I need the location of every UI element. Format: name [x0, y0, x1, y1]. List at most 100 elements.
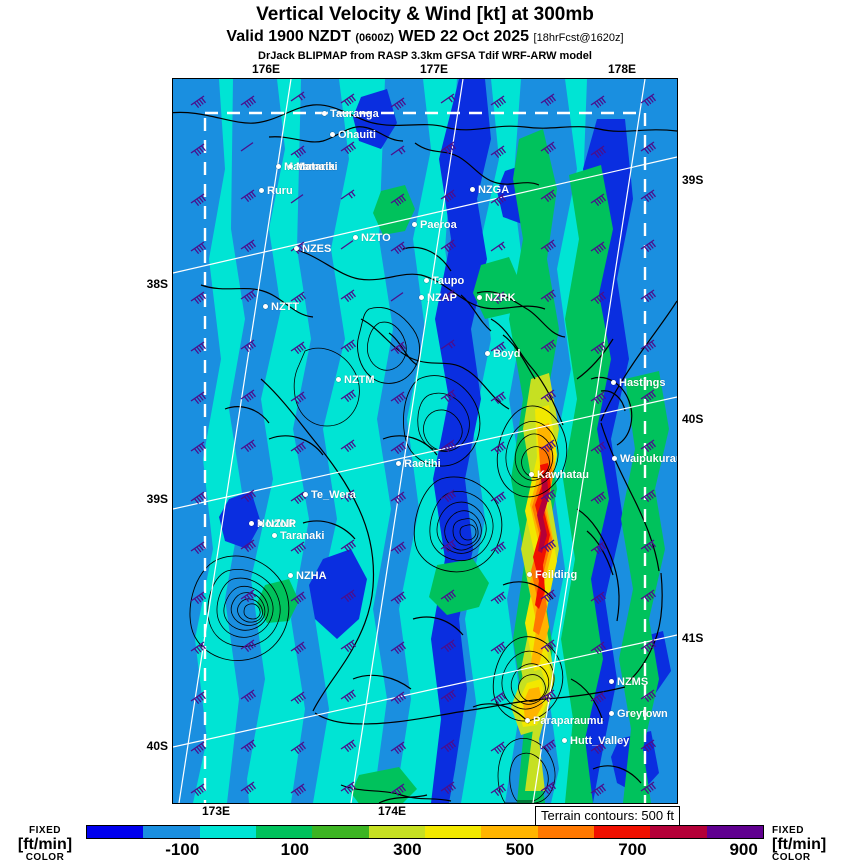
colorbar-gradient[interactable] [86, 825, 764, 839]
colorbar-tick--100: -100 [165, 840, 200, 859]
colorbar-segment-9 [593, 826, 651, 838]
map-city-marker: Ohauiti [330, 126, 376, 144]
vertical-velocity-field [173, 79, 677, 803]
map-city-marker: NZRK [477, 289, 516, 307]
city-dot-icon [288, 164, 293, 170]
graticule-layer [173, 79, 677, 803]
domain-boundary-box [203, 111, 647, 803]
city-label: NZAP [427, 291, 457, 304]
city-dot-icon [336, 377, 341, 383]
page-title: Vertical Velocity & Wind [kt] at 300mb [256, 4, 594, 25]
city-label-layer: Tauranga Ohauiti Matamata Matariki Ruru NZGA P… [173, 79, 677, 803]
city-dot-icon [294, 246, 299, 252]
city-dot-icon [424, 278, 429, 284]
coastline-layer [173, 104, 677, 803]
city-label: NZTO [361, 231, 391, 244]
colorbar-section: FIXED [ft/min] COLOR -100 100 300 500 700 900… [0, 814, 850, 863]
city-label: Boyd [493, 347, 521, 360]
city-dot-icon [322, 111, 327, 117]
axis-tick-label: 178E [607, 62, 637, 76]
city-label: NZES [302, 242, 332, 255]
city-dot-icon [288, 573, 293, 579]
weather-map[interactable]: Tauranga Ohauiti Matamata Matariki Ruru NZGA P… [172, 78, 678, 804]
map-city-marker: Greytown [609, 705, 668, 723]
city-label: Norfolk [257, 517, 296, 530]
map-city-marker: NZTM [336, 371, 375, 389]
colorbar-segment-2 [199, 826, 256, 838]
colorbar-tick-500: 500 [505, 840, 535, 859]
axis-tick-label: 40S [682, 412, 704, 426]
city-dot-icon [412, 222, 417, 228]
city-dot-icon [303, 492, 308, 498]
map-city-marker: Paeroa [412, 216, 457, 234]
map-city-marker: NZES [294, 240, 331, 258]
city-dot-icon [562, 738, 567, 744]
city-label: Taranaki [280, 529, 325, 542]
model-source-line: DrJack BLIPMAP from RASP 3.3km GFSA Tdif… [258, 50, 592, 62]
city-dot-icon [276, 164, 281, 170]
map-city-marker: Boyd [485, 345, 521, 363]
axis-tick-label: 41S [682, 631, 704, 645]
map-city-marker: NZAP [419, 289, 457, 307]
map-city-marker: NZHA [288, 567, 327, 585]
city-dot-icon [259, 188, 264, 194]
city-dot-icon [525, 718, 530, 724]
chart-header: Vertical Velocity & Wind [kt] at 300mb V… [0, 0, 850, 63]
axis-tick-label: 174E [377, 804, 407, 818]
axis-tick-label: 38S [146, 277, 168, 291]
colorbar-segment-7 [481, 826, 538, 838]
map-city-marker: Norfolk [249, 515, 296, 533]
city-label: Ruru [267, 184, 293, 197]
terrain-contour-legend: Terrain contours: 500 ft [535, 806, 680, 826]
map-city-marker: NZGA [470, 181, 509, 199]
city-dot-icon [485, 351, 490, 357]
valid-date: WED 22 Oct 2025 [398, 28, 530, 45]
colorbar-tick-300: 300 [393, 840, 422, 859]
forecast-hour: [18hrFcst@1620z] [533, 32, 624, 44]
axis-tick-label: 39S [682, 173, 704, 187]
city-label: Kawhatau [537, 468, 589, 481]
colorbar-segment-3 [255, 826, 313, 838]
map-city-marker: Matamata [276, 158, 335, 176]
city-dot-icon [258, 521, 263, 527]
axis-tick-label: 40S [146, 739, 168, 753]
city-label: Hutt_Valley [570, 734, 630, 747]
map-city-marker: Matariki [288, 158, 338, 176]
city-dot-icon [272, 533, 277, 539]
city-label: NZHA [296, 569, 327, 582]
colorbar-segment-5 [368, 826, 425, 838]
city-label: Paraparaumu [533, 714, 604, 727]
colorbar-color-label-left: COLOR [25, 852, 65, 863]
map-city-marker: Kawhatau [529, 466, 589, 484]
city-label: NZMS [617, 675, 649, 688]
colorbar-segment-8 [537, 826, 594, 838]
city-dot-icon [396, 461, 401, 467]
colorbar-unit-label-left: [ft/min] [17, 836, 73, 853]
city-label: Greytown [617, 707, 668, 720]
colorbar-tick-labels: -100 100 300 500 700 900 [86, 840, 764, 860]
valid-time-utc: (0600Z) [355, 32, 394, 44]
city-dot-icon [609, 711, 614, 717]
colorbar-fixed-label-right: FIXED [772, 825, 804, 836]
map-city-marker: Feilding [527, 566, 577, 584]
city-dot-icon [470, 187, 475, 193]
colorbar-segment-6 [424, 826, 482, 838]
city-label: Taupo [432, 274, 465, 287]
city-label: NZRK [485, 291, 516, 304]
city-label: Raetihi [404, 457, 441, 470]
city-label: Ohauiti [338, 128, 376, 141]
colorbar-unit-label-right: [ft/min] [772, 836, 827, 853]
map-city-marker: Taupo [424, 272, 464, 290]
colorbar-unit-left: FIXED [ft/min] COLOR [8, 826, 82, 863]
colorbar-tick-100: 100 [280, 840, 309, 859]
city-dot-icon [330, 132, 335, 138]
colorbar-tick-700: 700 [618, 840, 647, 859]
map-city-marker: Hastings [611, 374, 665, 392]
city-label: NZGA [478, 183, 510, 196]
colorbar-unit-right: FIXED [ft/min] COLOR [772, 826, 846, 863]
axis-tick-label: 176E [251, 62, 281, 76]
valid-time-prefix: Valid 1900 NZDT [226, 28, 351, 45]
city-dot-icon [529, 472, 534, 478]
map-city-marker: Taranaki [272, 527, 324, 545]
map-city-marker: NZMS [609, 673, 648, 691]
